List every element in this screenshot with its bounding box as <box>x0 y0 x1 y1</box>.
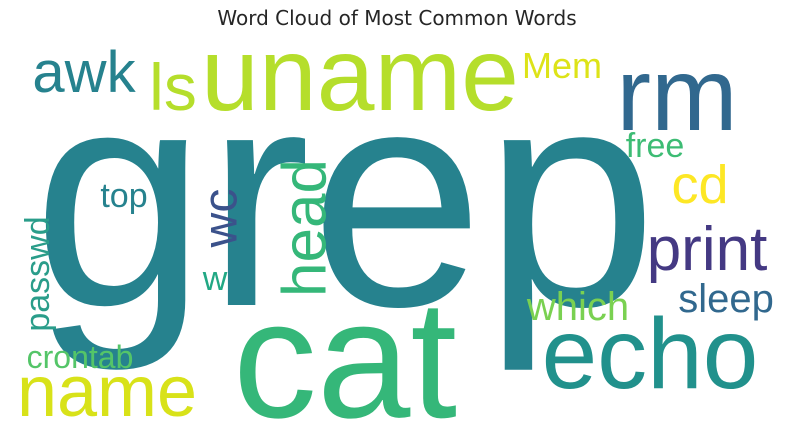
word-head: head <box>271 159 340 297</box>
word-name: name <box>17 352 197 431</box>
word-top: top <box>100 177 147 215</box>
word-echo: echo <box>542 298 759 410</box>
word-uname: uname <box>201 17 519 133</box>
word-sleep: sleep <box>678 277 774 321</box>
word-cd: cd <box>671 155 728 215</box>
word-which: which <box>526 285 629 329</box>
word-mem: Mem <box>522 45 602 86</box>
word-cat: cat <box>233 265 457 431</box>
word-free: free <box>626 127 685 165</box>
word-ls: ls <box>149 50 197 124</box>
word-wc: wc <box>195 189 248 249</box>
chart-title: Word Cloud of Most Common Words <box>217 6 577 30</box>
word-grep: grep <box>33 24 657 373</box>
word-w: w <box>202 260 228 298</box>
word-print: print <box>647 215 768 284</box>
word-awk: awk <box>32 40 136 105</box>
word-passwd: passwd <box>19 216 57 331</box>
word-rm: rm <box>616 37 737 153</box>
word-crontab: crontab <box>27 339 134 375</box>
